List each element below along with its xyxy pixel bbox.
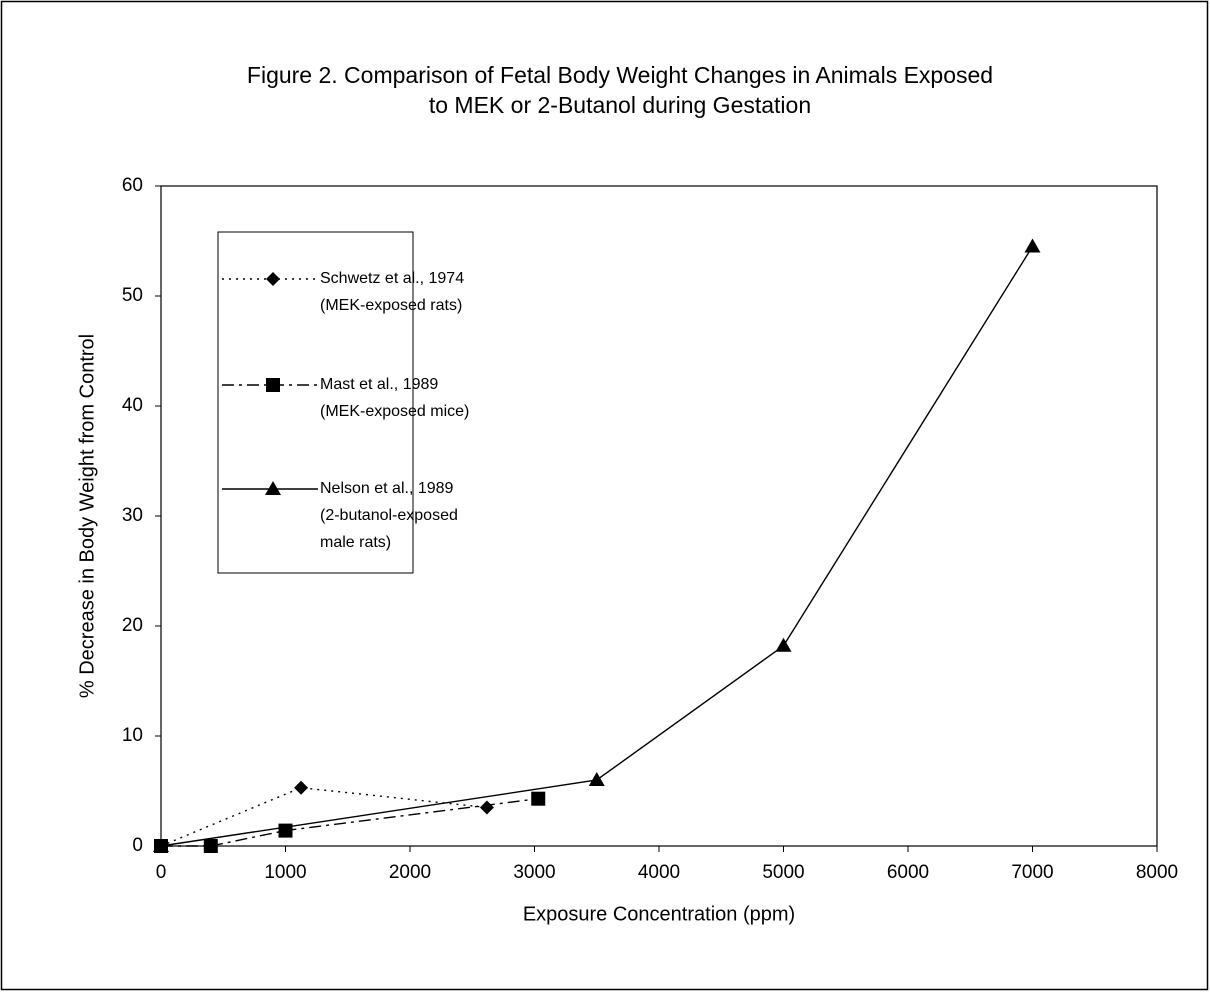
marker-triangle [265, 481, 281, 495]
chart-title: Figure 2. Comparison of Fetal Body Weigh… [246, 62, 994, 118]
x-tick-label: 7000 [1011, 862, 1053, 883]
y-tick-label: 50 [122, 285, 143, 306]
x-tick-label: 8000 [1136, 862, 1178, 883]
x-tick-label: 2000 [389, 862, 431, 883]
y-tick-label: 60 [122, 175, 143, 196]
legend-label: Nelson et al., 1989 (2-butanol-exposed m… [320, 480, 458, 551]
y-axis-label: % Decrease in Body Weight from Control [76, 334, 98, 698]
marker-diamond [266, 272, 280, 286]
series-line [161, 798, 539, 847]
series-line [160, 786, 488, 847]
legend-label: Mast et al., 1989 (MEK-exposed mice) [320, 376, 470, 420]
marker-square [266, 378, 280, 392]
x-tick-label: 3000 [513, 862, 555, 883]
marker-triangle [775, 637, 792, 652]
x-tick-label: 5000 [762, 862, 804, 883]
marker-diamond [294, 780, 309, 795]
marker-square [203, 839, 218, 853]
x-tick-label: 6000 [887, 862, 929, 883]
marker-triangle [153, 838, 169, 852]
y-tick-label: 20 [122, 615, 143, 636]
y-tick-label: 10 [122, 725, 143, 746]
marker-square [531, 791, 546, 806]
y-tick-label: 40 [122, 395, 143, 416]
x-tick-label: 1000 [264, 862, 306, 883]
y-tick-label: 0 [132, 835, 143, 856]
x-tick-label: 4000 [638, 862, 680, 883]
marker-triangle [588, 772, 605, 786]
marker-diamond [479, 800, 494, 815]
y-tick-label: 30 [122, 505, 143, 526]
marker-triangle [1024, 238, 1041, 253]
x-axis-label: Exposure Concentration (ppm) [523, 903, 795, 925]
x-tick-label: 0 [156, 862, 167, 883]
series-line [160, 246, 1034, 847]
legend-box [217, 231, 414, 574]
legend-label: Schwetz et al., 1974 (MEK-exposed rats) [320, 270, 465, 314]
